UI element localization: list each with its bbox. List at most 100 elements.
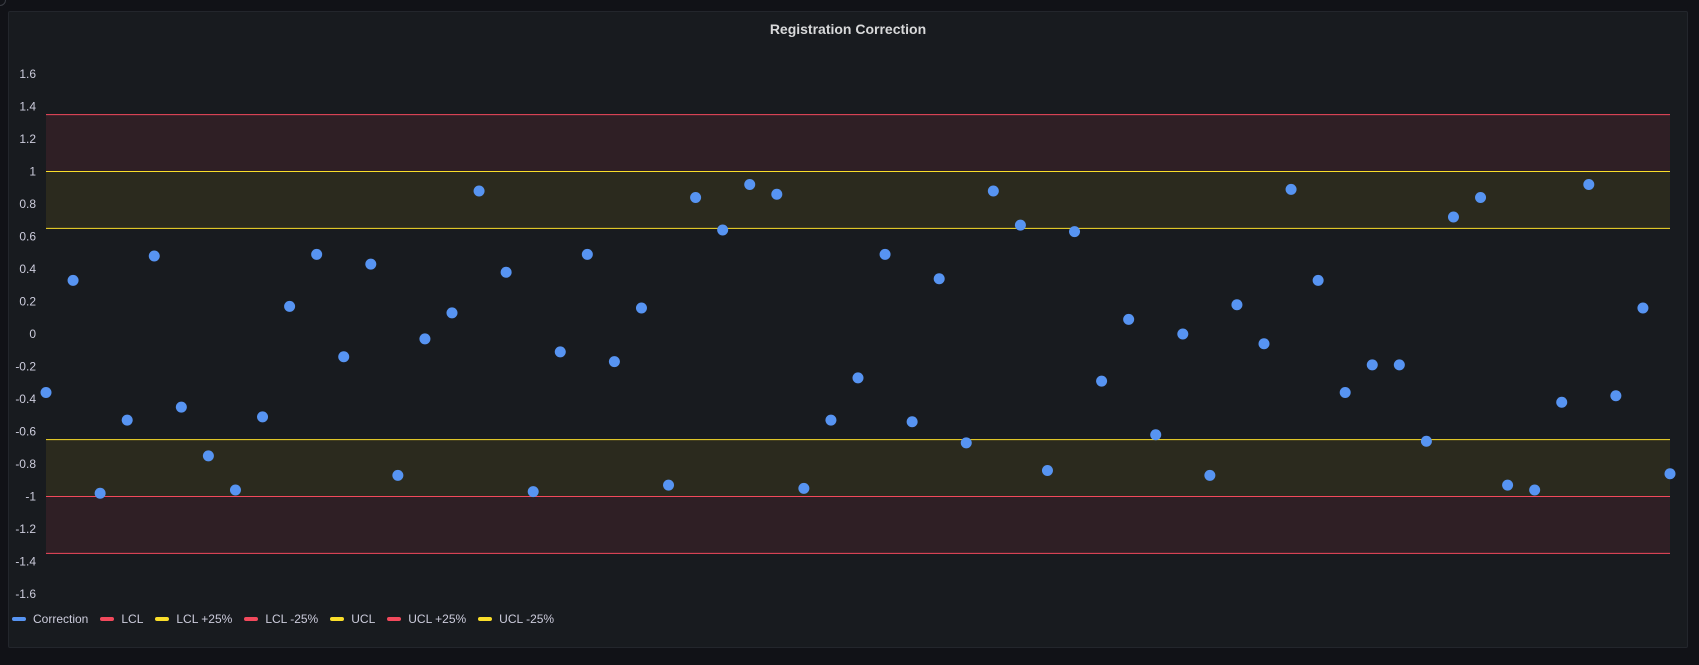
legend-item-lcl-25[interactable]: LCL +25% [155,612,232,626]
y-tick-label: -0.2 [15,360,36,374]
y-tick-label: -1.2 [15,522,36,536]
data-point [67,274,79,286]
data-point [663,479,675,491]
legend-item-ucl-25[interactable]: UCL +25% [387,612,466,626]
data-point [1014,219,1026,231]
legend-swatch [478,617,493,621]
data-point [987,185,999,197]
data-point [825,414,837,426]
data-point [500,266,512,278]
y-tick-label: 0.4 [19,262,36,276]
chart-legend: Correction LCL LCL +25% LCL -25% UCL UCL +25%… [12,612,554,626]
legend-item-lcl[interactable]: LCL [100,612,143,626]
legend-item-ucl[interactable]: UCL [330,612,375,626]
data-point [94,487,106,499]
data-point [1204,469,1216,481]
legend-item-correction[interactable]: Correction [12,612,88,626]
data-point [1069,226,1081,238]
data-point [1583,179,1595,190]
data-point [933,273,945,285]
data-point [1312,274,1324,286]
y-tick-label: 0.6 [19,230,36,244]
data-point [392,469,404,481]
data-point [798,482,810,494]
data-point [365,258,377,270]
data-point [1096,375,1108,387]
data-point [338,351,350,363]
data-point [527,486,539,498]
control-band-0 [46,114,1670,172]
data-point [1258,338,1270,350]
data-point [771,188,783,200]
data-point [148,250,160,262]
data-point [1123,313,1135,325]
data-point [1177,328,1189,340]
data-point [1285,183,1297,195]
data-point [690,192,702,203]
y-tick-label: 0.2 [19,295,36,309]
data-point [906,416,918,428]
data-point [1420,435,1432,447]
data-point [1664,468,1676,480]
y-tick-label: 1.2 [19,132,36,146]
y-tick-label: -0.4 [15,392,36,406]
data-point [554,346,566,358]
data-point [1637,302,1649,314]
data-point [744,179,756,190]
legend-label: UCL -25% [499,612,555,626]
control-band-3 [46,496,1670,554]
legend-swatch [12,617,26,621]
control-band-2 [46,439,1670,497]
y-tick-label: -0.8 [15,457,36,471]
data-point [419,333,431,345]
data-point [121,414,133,426]
legend-swatch [387,617,402,621]
legend-label: LCL [121,612,144,626]
legend-item-ucl-25[interactable]: UCL -25% [478,612,554,626]
data-point [284,300,296,312]
data-point [446,307,458,319]
y-tick-label: 1 [29,165,36,179]
data-point [1475,192,1487,203]
data-point [1556,396,1568,408]
data-point [257,411,269,423]
legend-item-lcl-25[interactable]: LCL -25% [244,612,318,626]
legend-label: UCL +25% [408,612,467,626]
data-point [229,484,241,496]
data-point [311,248,323,260]
legend-label: LCL -25% [265,612,319,626]
data-point [175,401,187,413]
control-band-1 [46,171,1670,229]
data-point [1041,465,1053,476]
legend-label: Correction [33,612,89,626]
data-point [40,387,52,398]
legend-swatch [155,617,170,621]
y-tick-label: -1.4 [15,555,36,569]
legend-swatch [100,617,115,621]
legend-swatch [330,617,345,621]
y-tick-label: -1 [25,490,36,504]
data-point [581,248,593,260]
data-point [1393,359,1405,371]
data-point [202,450,214,462]
y-tick-label: 0.8 [19,197,36,211]
data-point [1366,359,1378,371]
panel-title[interactable]: Registration Correction [769,21,927,37]
y-tick-label: 1.4 [19,100,36,114]
data-point [1339,387,1351,398]
y-tick-label: -0.6 [15,425,36,439]
data-point [852,372,864,384]
data-point [1447,211,1459,223]
y-tick-label: 0 [29,327,36,341]
data-point [1150,429,1162,441]
data-point [635,302,647,314]
data-point [608,356,620,368]
y-tick-label: -1.6 [15,587,36,601]
data-point [717,224,729,236]
data-point [473,185,485,197]
data-point [1231,299,1243,311]
data-point [1610,390,1622,402]
data-point [1502,479,1514,491]
y-tick-label: 1.6 [19,67,36,81]
